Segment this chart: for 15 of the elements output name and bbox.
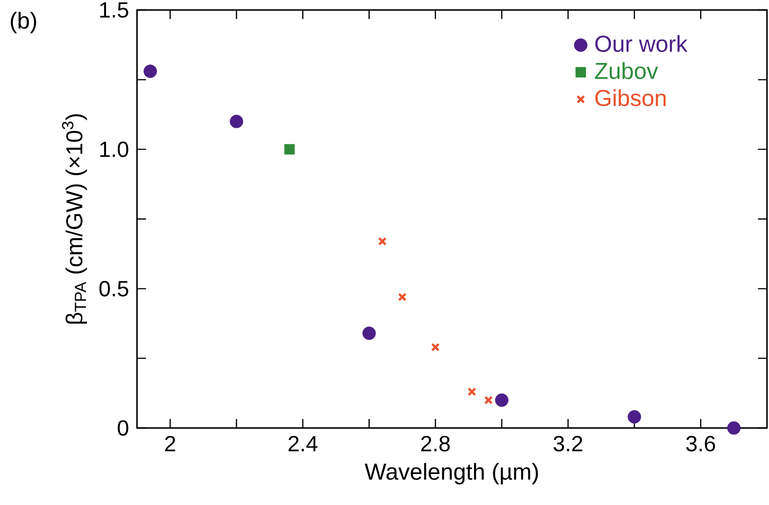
y-axis-title: β$_{TPA}$ (cm/GW) (×10$^{3}$) bbox=[62, 114, 88, 324]
y-tick-label: 1.0 bbox=[100, 142, 128, 158]
text: (b) bbox=[10, 12, 36, 34]
x-axis-title: Wavelength (µm) bbox=[364, 462, 538, 484]
x-tick-label: 3.6 bbox=[686, 436, 716, 452]
x-tick-label: 2.4 bbox=[288, 436, 318, 452]
y-tick-label: 0.5 bbox=[99, 280, 128, 296]
x-tick-label: 2 bbox=[165, 436, 176, 452]
legend-label: Zubov bbox=[594, 62, 658, 80]
legend-label: Gibson bbox=[595, 89, 666, 106]
x-tick-label: 3.2 bbox=[554, 436, 582, 452]
x-tick-label: 2.8 bbox=[421, 436, 450, 452]
legend-label: Our work bbox=[595, 35, 688, 52]
y-tick-label: 1.5 bbox=[100, 2, 128, 18]
y-tick-label: 0 bbox=[118, 420, 128, 436]
